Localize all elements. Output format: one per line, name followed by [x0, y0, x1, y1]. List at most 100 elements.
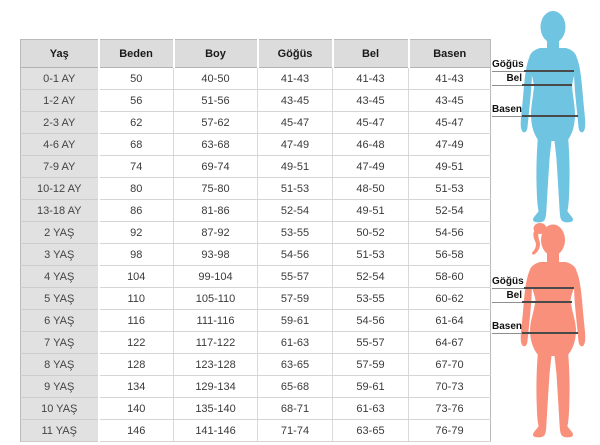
cell: 92 — [98, 221, 174, 244]
table-row: 1-2 AY 56 51-56 43-45 43-45 43-45 — [20, 89, 491, 112]
cell: 73-76 — [408, 397, 491, 420]
table-row: 4 YAŞ 104 99-104 55-57 52-54 58-60 — [20, 265, 491, 288]
cell: 53-55 — [257, 221, 333, 244]
table-row: 11 YAŞ 146 141-146 71-74 63-65 76-79 — [20, 419, 491, 442]
cell: 54-56 — [408, 221, 491, 244]
row-age-label: 5 YAŞ — [20, 287, 100, 310]
cell: 61-63 — [257, 331, 333, 354]
row-age-label: 9 YAŞ — [20, 375, 100, 398]
row-age-label: 10 YAŞ — [20, 397, 100, 420]
cell: 59-61 — [332, 375, 409, 398]
cell: 81-86 — [173, 199, 258, 222]
table-row: 8 YAŞ 128 123-128 63-65 57-59 67-70 — [20, 353, 491, 376]
cell: 45-47 — [332, 111, 409, 134]
cell: 40-50 — [173, 67, 258, 90]
cell: 53-55 — [332, 287, 409, 310]
size-table: Yaş Beden Boy Göğüs Bel Basen 0-1 AY 50 40… — [20, 39, 491, 442]
cell: 56 — [98, 89, 174, 112]
cell: 63-65 — [332, 419, 409, 442]
cell: 63-65 — [257, 353, 333, 376]
cell: 49-51 — [257, 155, 333, 178]
cell: 141-146 — [173, 419, 258, 442]
cell: 71-74 — [257, 419, 333, 442]
col-header-age: Yaş — [20, 39, 100, 68]
table-row: 6 YAŞ 116 111-116 59-61 54-56 61-64 — [20, 309, 491, 332]
cell: 135-140 — [173, 397, 258, 420]
table-row: 9 YAŞ 134 129-134 65-68 59-61 70-73 — [20, 375, 491, 398]
cell: 50-52 — [332, 221, 409, 244]
table-row: 10 YAŞ 140 135-140 68-71 61-63 73-76 — [20, 397, 491, 420]
row-age-label: 11 YAŞ — [20, 419, 100, 442]
table-body: 0-1 AY 50 40-50 41-43 41-43 41-43 1-2 AY 56 51-5… — [20, 67, 491, 442]
cell: 46-48 — [332, 133, 409, 156]
cell: 62 — [98, 111, 174, 134]
cell: 43-45 — [257, 89, 333, 112]
cell: 65-68 — [257, 375, 333, 398]
cell: 87-92 — [173, 221, 258, 244]
table-row: 3 YAŞ 98 93-98 54-56 51-53 56-58 — [20, 243, 491, 266]
cell: 134 — [98, 375, 174, 398]
cell: 51-56 — [173, 89, 258, 112]
row-age-label: 0-1 AY — [20, 67, 100, 90]
cell: 52-54 — [332, 265, 409, 288]
cell: 146 — [98, 419, 174, 442]
table-row: 2 YAŞ 92 87-92 53-55 50-52 54-56 — [20, 221, 491, 244]
row-age-label: 10-12 AY — [20, 177, 100, 200]
cell: 67-70 — [408, 353, 491, 376]
cell: 49-51 — [408, 155, 491, 178]
row-age-label: 4-6 AY — [20, 133, 100, 156]
row-age-label: 2-3 AY — [20, 111, 100, 134]
cell: 45-47 — [257, 111, 333, 134]
row-age-label: 13-18 AY — [20, 199, 100, 222]
cell: 140 — [98, 397, 174, 420]
table-row: 4-6 AY 68 63-68 47-49 46-48 47-49 — [20, 133, 491, 156]
table-row: 0-1 AY 50 40-50 41-43 41-43 41-43 — [20, 67, 491, 90]
cell: 41-43 — [332, 67, 409, 90]
cell: 51-53 — [332, 243, 409, 266]
cell: 41-43 — [257, 67, 333, 90]
cell: 57-59 — [257, 287, 333, 310]
cell: 60-62 — [408, 287, 491, 310]
cell: 47-49 — [408, 133, 491, 156]
cell: 55-57 — [257, 265, 333, 288]
table-row: 7-9 AY 74 69-74 49-51 47-49 49-51 — [20, 155, 491, 178]
cell: 47-49 — [332, 155, 409, 178]
cell: 70-73 — [408, 375, 491, 398]
table-row: 13-18 AY 86 81-86 52-54 49-51 52-54 — [20, 199, 491, 222]
row-age-label: 6 YAŞ — [20, 309, 100, 332]
girl-body — [520, 223, 586, 438]
cell: 122 — [98, 331, 174, 354]
row-age-label: 1-2 AY — [20, 89, 100, 112]
cell: 123-128 — [173, 353, 258, 376]
cell: 43-45 — [332, 89, 409, 112]
cell: 68 — [98, 133, 174, 156]
cell: 54-56 — [257, 243, 333, 266]
cell: 74 — [98, 155, 174, 178]
cell: 52-54 — [257, 199, 333, 222]
cell: 80 — [98, 177, 174, 200]
cell: 63-68 — [173, 133, 258, 156]
boy-silhouette — [520, 11, 586, 223]
row-age-label: 4 YAŞ — [20, 265, 100, 288]
col-header-chest: Göğüs — [257, 39, 334, 68]
cell: 57-59 — [332, 353, 409, 376]
row-age-label: 8 YAŞ — [20, 353, 100, 376]
col-header-size: Beden — [98, 39, 175, 68]
cell: 54-56 — [332, 309, 409, 332]
cell: 68-71 — [257, 397, 333, 420]
cell: 116 — [98, 309, 174, 332]
cell: 47-49 — [257, 133, 333, 156]
col-header-height: Boy — [173, 39, 259, 68]
table-row: 5 YAŞ 110 105-110 57-59 53-55 60-62 — [20, 287, 491, 310]
cell: 93-98 — [173, 243, 258, 266]
cell: 105-110 — [173, 287, 258, 310]
cell: 61-64 — [408, 309, 491, 332]
row-age-label: 2 YAŞ — [20, 221, 100, 244]
cell: 58-60 — [408, 265, 491, 288]
cell: 110 — [98, 287, 174, 310]
header-row: Yaş Beden Boy Göğüs Bel Basen — [20, 39, 491, 68]
cell: 86 — [98, 199, 174, 222]
row-age-label: 7-9 AY — [20, 155, 100, 178]
cell: 48-50 — [332, 177, 409, 200]
